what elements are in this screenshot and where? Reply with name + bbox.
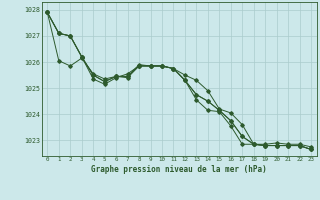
X-axis label: Graphe pression niveau de la mer (hPa): Graphe pression niveau de la mer (hPa) <box>91 165 267 174</box>
